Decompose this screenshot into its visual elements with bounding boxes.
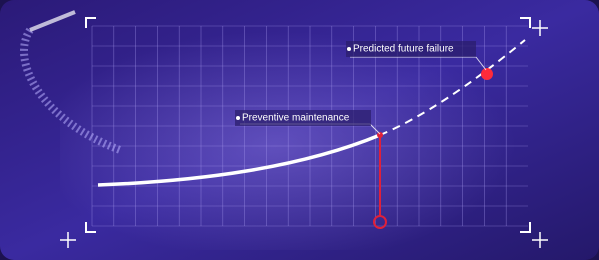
marker-dot [377,132,383,138]
label-dot [347,47,351,51]
failure-point [481,68,493,80]
illustration: Preventive maintenance Predicted future … [0,0,599,260]
page: {"annotations": {"predicted": "Predicted… [0,0,599,260]
predicted-label: Predicted future failure [353,44,454,55]
label-dot [236,116,240,120]
preventive-label: Preventive maintenance [242,113,350,124]
